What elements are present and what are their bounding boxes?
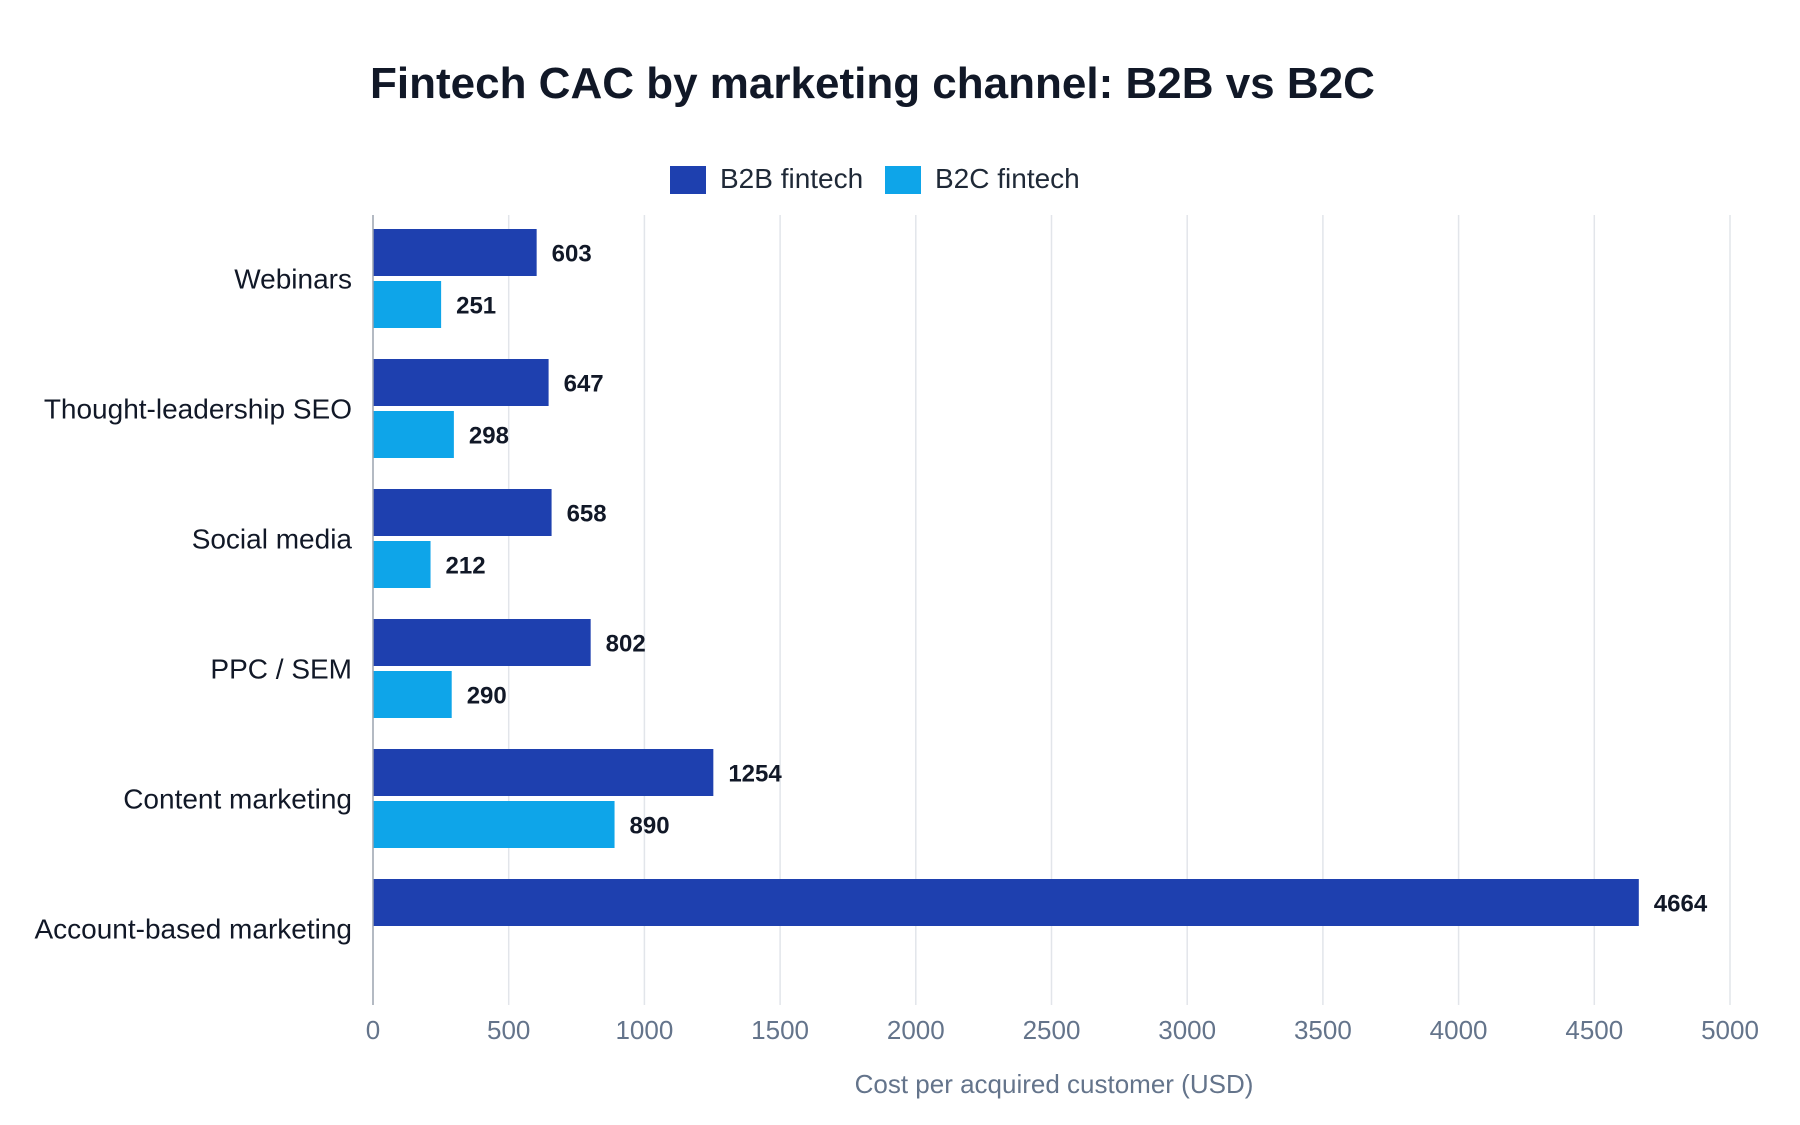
category-label: Social media — [192, 524, 353, 555]
data-label: 603 — [552, 241, 592, 268]
bar-b2c — [373, 671, 452, 718]
bar-b2b — [373, 489, 552, 536]
chart-title: Fintech CAC by marketing channel: B2B vs… — [370, 59, 1375, 108]
x-tick-label: 2000 — [887, 1015, 945, 1045]
legend-swatch-b2c — [885, 166, 921, 194]
x-axis-label: Cost per acquired customer (USD) — [855, 1069, 1254, 1099]
category-labels: Webinars Thought-leadership SEO Social med… — [34, 264, 352, 945]
bar-b2b — [373, 229, 537, 276]
x-tick-label: 1500 — [751, 1015, 809, 1045]
bar-b2c — [373, 281, 442, 328]
data-label: 658 — [567, 501, 607, 528]
legend-label-b2c: B2C fintech — [935, 163, 1080, 194]
x-tick-label: 3500 — [1294, 1015, 1352, 1045]
bar-b2b — [373, 619, 591, 666]
data-label: 298 — [469, 423, 509, 450]
x-tick-label: 4500 — [1565, 1015, 1623, 1045]
x-tick-label: 0 — [366, 1015, 380, 1045]
data-label: 212 — [446, 553, 486, 580]
category-label: Content marketing — [123, 784, 352, 815]
category-label: Account-based marketing — [34, 914, 352, 945]
legend-label-b2b: B2B fintech — [720, 163, 863, 194]
data-label: 647 — [564, 371, 604, 398]
bar-b2c — [373, 411, 454, 458]
bar-b2b — [373, 749, 714, 796]
bars: 603 251 647 298 658 212 802 290 1254 890 4664 — [373, 229, 1708, 926]
bar-b2b — [373, 879, 1639, 926]
bar-b2b — [373, 359, 549, 406]
category-label: Thought-leadership SEO — [44, 394, 352, 425]
x-tick-label: 4000 — [1430, 1015, 1488, 1045]
data-label: 1254 — [728, 761, 782, 788]
data-label: 4664 — [1654, 891, 1708, 918]
category-label: PPC / SEM — [210, 654, 352, 685]
x-tick-label: 3000 — [1158, 1015, 1216, 1045]
x-axis-ticks: 0 500 1000 1500 2000 2500 3000 3500 4000 4500 5000 — [366, 1015, 1759, 1045]
data-label: 802 — [606, 631, 646, 658]
x-tick-label: 1000 — [615, 1015, 673, 1045]
x-tick-label: 5000 — [1701, 1015, 1759, 1045]
legend: B2B fintech B2C fintech — [670, 163, 1080, 194]
data-label: 251 — [456, 293, 496, 320]
bar-b2c — [373, 541, 431, 588]
gridlines — [507, 215, 1731, 1005]
data-label: 890 — [630, 813, 670, 840]
x-tick-label: 2500 — [1023, 1015, 1081, 1045]
x-tick-label: 500 — [487, 1015, 530, 1045]
category-label: Webinars — [234, 264, 352, 295]
legend-swatch-b2b — [670, 166, 706, 194]
data-label: 290 — [467, 683, 507, 710]
bar-b2c — [373, 801, 615, 848]
